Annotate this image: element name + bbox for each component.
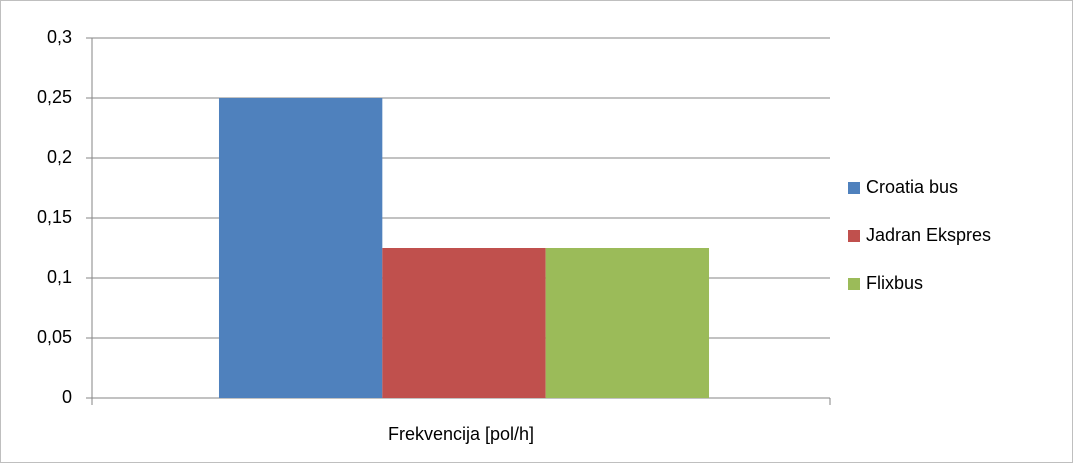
y-tick-label: 0,1 bbox=[47, 267, 72, 287]
legend-label: Flixbus bbox=[866, 273, 923, 293]
bar bbox=[218, 98, 383, 398]
legend-swatch bbox=[848, 182, 860, 194]
y-tick-label: 0,2 bbox=[47, 147, 72, 167]
y-tick-label: 0,05 bbox=[37, 327, 72, 347]
x-tick-label: Frekvencija [pol/h] bbox=[388, 424, 534, 444]
y-tick-label: 0,15 bbox=[37, 207, 72, 227]
bar bbox=[382, 248, 546, 398]
legend-swatch bbox=[848, 278, 860, 290]
y-tick-label: 0 bbox=[62, 387, 72, 407]
legend-label: Croatia bus bbox=[866, 177, 958, 197]
legend-label: Jadran Ekspres bbox=[866, 225, 991, 245]
legend-swatch bbox=[848, 230, 860, 242]
y-tick-label: 0,25 bbox=[37, 87, 72, 107]
bar bbox=[545, 248, 710, 398]
y-tick-label: 0,3 bbox=[47, 27, 72, 47]
